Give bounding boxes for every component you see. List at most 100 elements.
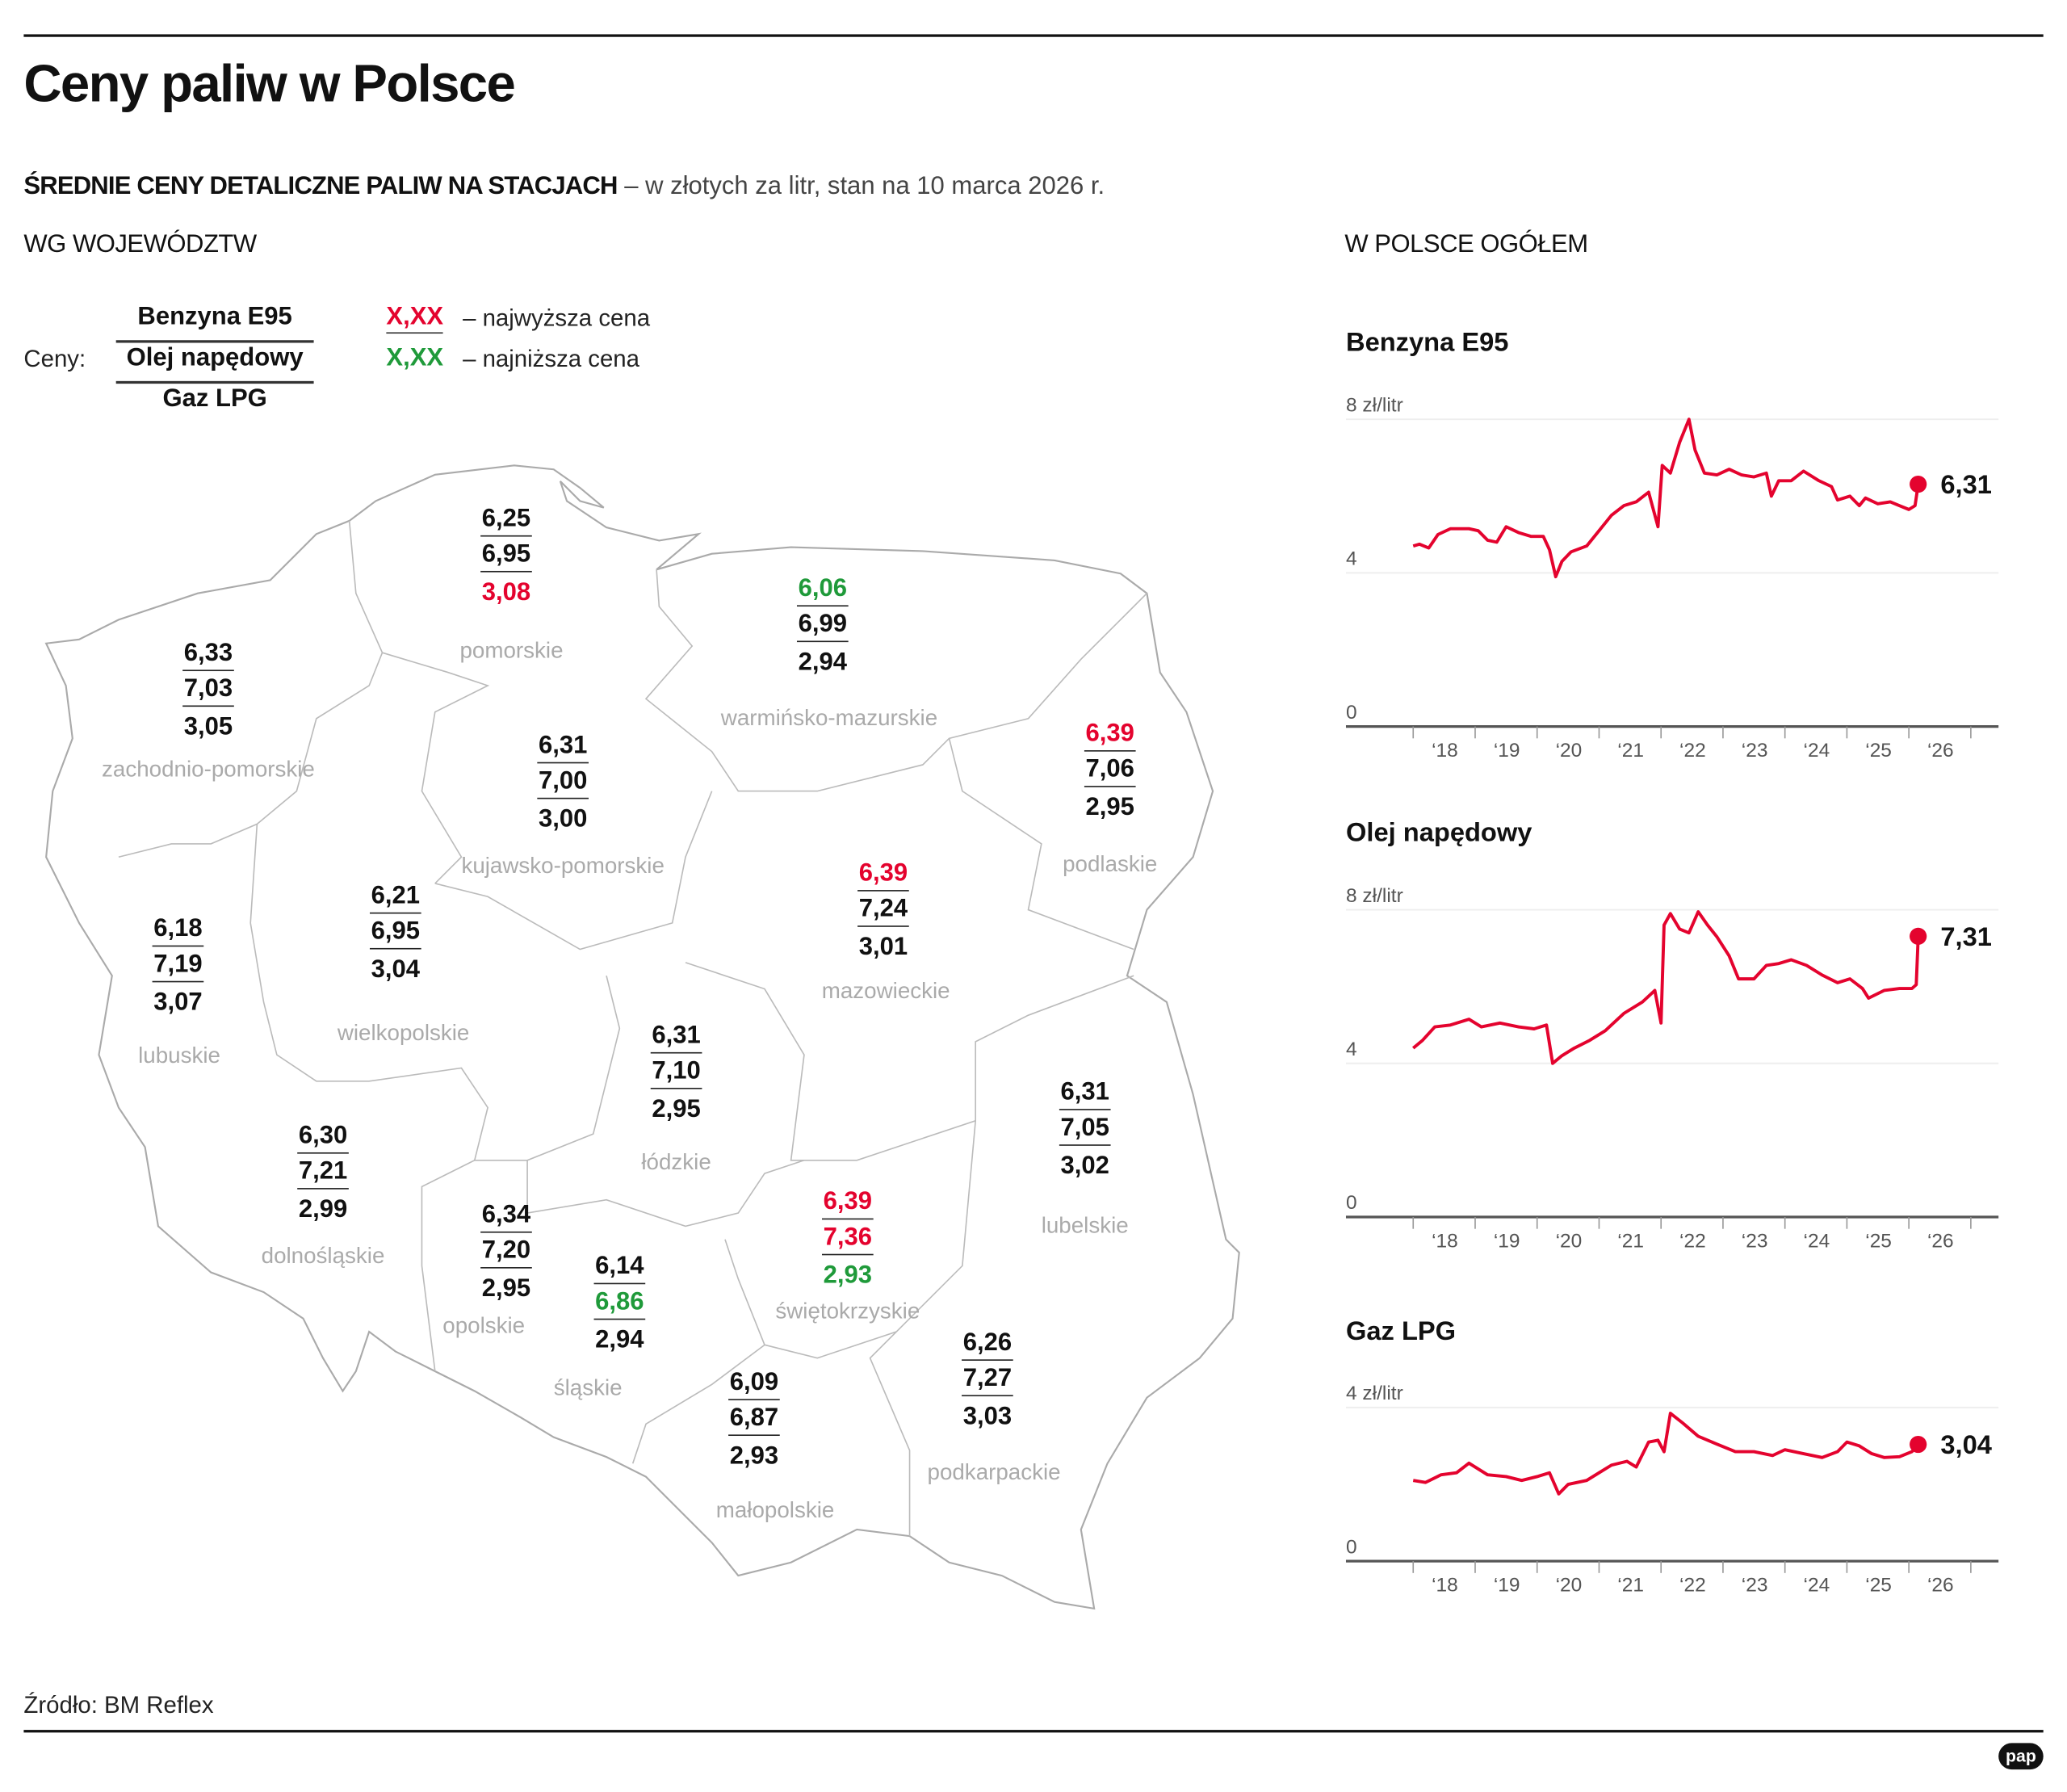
x-tick-label: ‘21 — [1617, 1575, 1644, 1597]
price-on: 6,95 — [480, 539, 532, 573]
price-line — [1412, 418, 1920, 579]
price-on: 6,86 — [593, 1287, 646, 1320]
x-tick-label: ‘20 — [1556, 740, 1583, 762]
region-label: wielkopolskie — [337, 1020, 470, 1046]
price-on: 7,00 — [537, 766, 589, 799]
price-lpg: 2,99 — [298, 1195, 348, 1224]
region-prices: 6,06 6,99 2,94 — [796, 573, 849, 680]
region-label: podkarpackie — [927, 1459, 1061, 1485]
poland-map — [44, 464, 1240, 1610]
region-prices: 6,26 7,27 3,03 — [962, 1328, 1013, 1434]
last-value-marker — [1910, 927, 1927, 945]
price-line — [1412, 910, 1920, 1065]
x-tick-label: ‘26 — [1927, 740, 1954, 762]
subtitle-bold: ŚREDNIE CENY DETALICZNE PALIW NA STACJAC… — [23, 172, 618, 201]
region-prices: 6,34 7,20 2,95 — [480, 1200, 532, 1307]
x-tick-label: ‘24 — [1804, 1231, 1830, 1253]
x-tick-label: ‘26 — [1927, 1231, 1954, 1253]
region-label: opolskie — [442, 1313, 526, 1339]
region-label: pomorskie — [459, 638, 564, 664]
region-prices: 6,39 7,06 2,95 — [1084, 719, 1136, 825]
region-prices: 6,39 7,36 2,93 — [822, 1186, 874, 1293]
price-e95: 6,25 — [480, 504, 532, 537]
y-tick-label: 0 — [1346, 702, 1357, 724]
y-tick-label: 4 — [1346, 1039, 1357, 1060]
subtitle: ŚREDNIE CENY DETALICZNE PALIW NA STACJAC… — [23, 173, 1105, 202]
legend-lowest-sample: X,XX — [386, 344, 444, 372]
x-tick-label: ‘22 — [1679, 1231, 1706, 1253]
price-line — [1412, 1412, 1920, 1496]
legend-divider — [115, 380, 314, 384]
price-e95: 6,39 — [822, 1186, 874, 1220]
x-tick-label: ‘19 — [1494, 740, 1520, 762]
legend-e95: Benzyna E95 — [137, 303, 292, 331]
price-lpg: 3,05 — [183, 713, 233, 741]
price-e95: 6,31 — [650, 1021, 702, 1054]
price-lpg: 3,00 — [538, 805, 588, 833]
chart-title-diesel: Olej napędowy — [1345, 818, 1532, 848]
price-e95: 6,09 — [728, 1367, 780, 1400]
price-lpg: 3,08 — [481, 578, 531, 607]
region-prices: 6,31 7,05 3,02 — [1059, 1077, 1111, 1184]
price-e95: 6,26 — [962, 1328, 1013, 1361]
x-tick-label: ‘23 — [1742, 1231, 1768, 1253]
price-on: 6,99 — [796, 609, 849, 643]
price-on: 7,19 — [152, 950, 204, 983]
region-label: zachodnio-pomorskie — [102, 757, 315, 783]
last-value-marker — [1910, 1435, 1927, 1454]
x-tick-label: ‘18 — [1432, 740, 1458, 762]
price-lpg: 2,94 — [595, 1326, 644, 1354]
legend-highest-sample: X,XX — [386, 304, 444, 334]
price-e95: 6,31 — [537, 731, 589, 764]
region-prices: 6,09 6,87 2,93 — [728, 1367, 780, 1474]
y-tick-label: 4 — [1346, 548, 1357, 570]
price-lpg: 2,94 — [798, 648, 847, 677]
price-on: 7,24 — [857, 894, 909, 927]
y-tick-label: 8 zł/litr — [1346, 394, 1403, 416]
region-label: dolnośląskie — [261, 1243, 385, 1269]
x-tick-label: ‘18 — [1432, 1231, 1458, 1253]
legend-highest-text: – najwyższa cena — [463, 304, 651, 331]
legend-prefix: Ceny: — [23, 345, 86, 372]
price-e95: 6,18 — [152, 913, 204, 947]
price-lpg: 2,95 — [652, 1095, 701, 1124]
price-e95: 6,39 — [1084, 719, 1136, 752]
x-tick-label: ‘20 — [1556, 1575, 1583, 1597]
bottom-rule — [23, 1730, 2044, 1733]
region-label: małopolskie — [715, 1497, 835, 1523]
region-label: lubelskie — [1041, 1213, 1129, 1239]
price-on: 6,87 — [728, 1403, 780, 1437]
price-e95: 6,30 — [297, 1121, 349, 1154]
price-lpg: 2,93 — [823, 1261, 873, 1290]
region-prices: 6,18 7,19 3,07 — [152, 913, 204, 1020]
x-tick-label: ‘24 — [1804, 1575, 1830, 1597]
region-label: świętokrzyskie — [775, 1299, 920, 1324]
source-note: Źródło: BM Reflex — [23, 1691, 214, 1719]
x-tick-label: ‘20 — [1556, 1231, 1583, 1253]
x-tick-label: ‘18 — [1432, 1575, 1458, 1597]
price-lpg: 2,93 — [729, 1442, 779, 1471]
region-label: mazowieckie — [821, 978, 950, 1004]
pap-logo: pap — [1998, 1743, 2044, 1770]
region-label: kujawsko-pomorskie — [461, 853, 665, 879]
legend-lpg: Gaz LPG — [162, 384, 267, 413]
last-value-label: 7,31 — [1940, 921, 1992, 951]
price-on: 7,05 — [1059, 1113, 1111, 1146]
region-prices: 6,30 7,21 2,99 — [297, 1121, 349, 1228]
y-tick-label: 4 zł/litr — [1346, 1383, 1403, 1404]
price-lpg: 2,95 — [1085, 793, 1134, 822]
region-borders — [118, 520, 1148, 1537]
chart-title-e95: Benzyna E95 — [1345, 328, 1509, 358]
x-tick-label: ‘23 — [1742, 1575, 1768, 1597]
region-prices: 6,14 6,86 2,94 — [593, 1251, 646, 1358]
price-on: 6,95 — [369, 917, 421, 950]
x-tick-label: ‘21 — [1617, 740, 1644, 762]
price-lpg: 2,95 — [481, 1274, 531, 1303]
price-lpg: 3,07 — [153, 988, 203, 1017]
y-tick-label: 8 zł/litr — [1346, 885, 1403, 907]
price-lpg: 3,02 — [1060, 1152, 1109, 1181]
x-tick-label: ‘22 — [1679, 1575, 1706, 1597]
price-on: 7,36 — [822, 1223, 874, 1256]
price-lpg: 3,04 — [371, 955, 421, 984]
x-tick-label: ‘23 — [1742, 740, 1768, 762]
